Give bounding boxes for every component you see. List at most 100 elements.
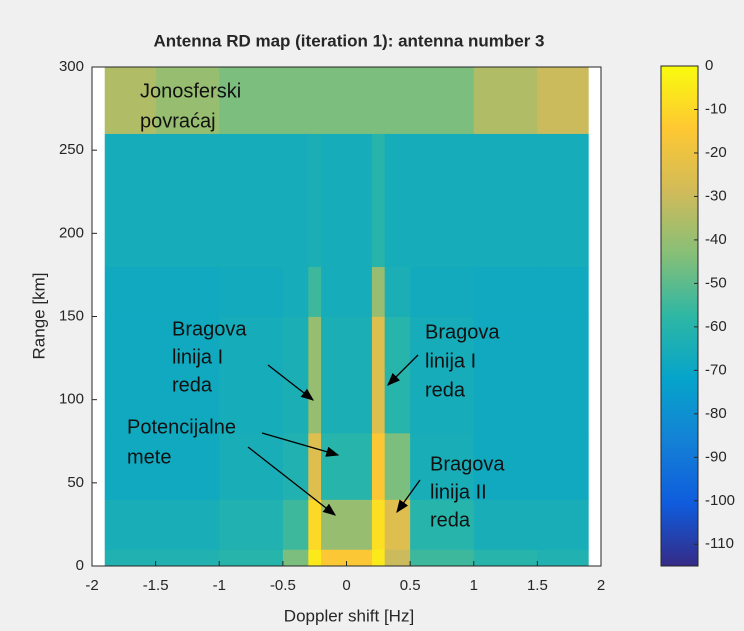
colorbar-tick-label: 0 <box>705 57 713 74</box>
heatmap-cell <box>282 549 309 567</box>
heatmap-cell <box>410 266 475 317</box>
heatmap-cell <box>384 266 411 317</box>
heatmap-cell <box>308 133 322 267</box>
heatmap-cell <box>371 266 386 317</box>
heatmap-cell <box>473 499 538 550</box>
chart-title: Antenna RD map (iteration 1): antenna nu… <box>153 31 544 50</box>
y-tick-label: 0 <box>76 557 84 574</box>
annotation: Bragova <box>425 321 500 343</box>
heatmap-cell <box>104 316 157 434</box>
x-axis-label: Doppler shift [Hz] <box>284 606 414 625</box>
heatmap-cell <box>371 499 386 550</box>
heatmap-cell <box>473 67 538 134</box>
heatmap-cell <box>473 432 538 500</box>
heatmap-cell <box>473 316 538 434</box>
annotation: reda <box>425 379 466 401</box>
colorbar-tick-label: -20 <box>705 144 727 161</box>
heatmap-cell <box>104 499 157 550</box>
x-tick-label: 0 <box>342 577 350 594</box>
heatmap-cell <box>371 549 386 567</box>
heatmap-cell <box>371 133 386 267</box>
colorbar-tick-label: -90 <box>705 448 727 465</box>
heatmap-cell <box>410 549 475 567</box>
heatmap-cell <box>371 67 386 134</box>
heatmap-cell <box>308 266 322 317</box>
annotation: Bragova <box>172 318 247 340</box>
colorbar-tick-label: -30 <box>705 187 727 204</box>
annotation: Jonosferski <box>140 80 241 102</box>
heatmap-cell <box>155 432 220 500</box>
heatmap-cell <box>384 67 411 134</box>
heatmap-cell <box>321 133 373 267</box>
heatmap-cell <box>410 133 475 267</box>
heatmap-cell <box>537 67 589 134</box>
colorbar-tick-label: -80 <box>705 405 727 422</box>
x-tick-label: 2 <box>597 577 605 594</box>
arrow <box>396 479 421 514</box>
x-tick-label: -2 <box>85 577 98 594</box>
colorbar-tick-label: -60 <box>705 318 727 335</box>
x-tick-label: -1.5 <box>143 577 169 594</box>
heatmap-cell <box>155 499 220 550</box>
heatmap-cell <box>384 133 411 267</box>
arrow <box>267 364 315 401</box>
heatmap-cell <box>308 432 322 500</box>
heatmap-cell <box>219 549 284 567</box>
heatmap-cell <box>321 499 373 550</box>
colorbar <box>660 65 699 567</box>
arrow <box>247 446 337 516</box>
heatmap-cell <box>308 499 322 550</box>
y-tick-label: 150 <box>59 307 84 324</box>
colorbar-tick-label: -50 <box>705 274 727 291</box>
x-tick-label: -0.5 <box>270 577 296 594</box>
y-tick-label: 300 <box>59 58 84 75</box>
heatmap-cell <box>384 432 411 500</box>
heatmap-cell <box>282 133 309 267</box>
heatmap-cell <box>384 549 411 567</box>
heatmap-cell <box>321 67 373 134</box>
annotation: Potencijalne <box>127 416 236 438</box>
annotation: Bragova <box>430 453 505 475</box>
heatmap-cell <box>537 266 589 317</box>
heatmap-cell <box>321 316 373 434</box>
heatmap-cell <box>321 266 373 317</box>
heatmap-cell <box>282 67 309 134</box>
annotation: mete <box>127 446 171 468</box>
colorbar-tick-label: -100 <box>705 492 735 509</box>
heatmap-cell <box>308 316 322 434</box>
colorbar-tick-label: -40 <box>705 231 727 248</box>
heatmap-cell <box>104 266 157 317</box>
y-tick-label: 50 <box>67 474 84 491</box>
x-tick-label: 1.5 <box>527 577 548 594</box>
heatmap-cell <box>155 133 220 267</box>
y-axis-label: Range [km] <box>29 273 48 360</box>
heatmap-cell <box>104 432 157 500</box>
x-tick-label: -1 <box>213 577 226 594</box>
heatmap-cell <box>537 133 589 267</box>
annotation: reda <box>430 509 471 531</box>
heatmap-cell <box>219 499 284 550</box>
heatmap-cell <box>282 316 309 434</box>
heatmap-cell <box>473 133 538 267</box>
heatmap-cell <box>282 266 309 317</box>
heatmap-cell <box>282 432 309 500</box>
heatmap-cell <box>410 67 475 134</box>
y-tick-label: 100 <box>59 391 84 408</box>
heatmap-cell <box>219 316 284 434</box>
heatmap-cell <box>155 549 220 567</box>
y-tick-label: 200 <box>59 224 84 241</box>
x-tick-label: 1 <box>470 577 478 594</box>
annotation: reda <box>172 374 213 396</box>
heatmap-cell <box>155 266 220 317</box>
heatmap-cell <box>537 549 589 567</box>
heatmap-cell <box>537 432 589 500</box>
x-tick-label: 0.5 <box>400 577 421 594</box>
heatmap-cell <box>282 499 309 550</box>
heatmap-cell <box>308 549 322 567</box>
heatmap-cell <box>104 549 157 567</box>
heatmap-cell <box>155 316 220 434</box>
annotation: linija II <box>430 481 487 503</box>
heatmap-cell <box>410 432 475 500</box>
colorbar-tick-label: -10 <box>705 100 727 117</box>
